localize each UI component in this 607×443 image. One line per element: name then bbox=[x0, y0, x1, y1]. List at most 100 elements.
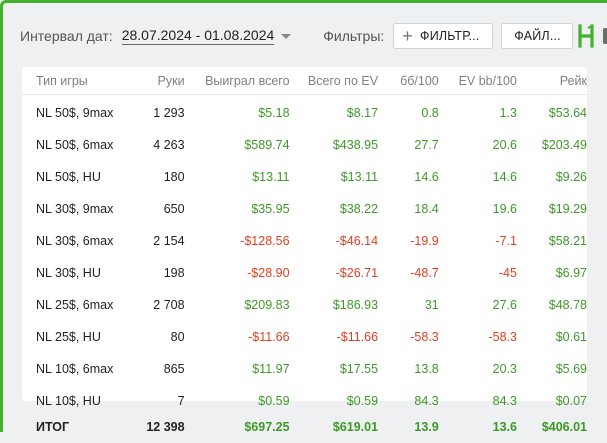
cell-game-type: NL 50$, 9max bbox=[22, 95, 131, 128]
file-button-label: ФАЙЛ... bbox=[514, 29, 561, 43]
cell-hands: 198 bbox=[131, 255, 185, 287]
cell-ev-bb100: 1.3 bbox=[439, 95, 517, 128]
filter-button[interactable]: + ФИЛЬТР... bbox=[393, 23, 493, 49]
cell-bb100: 0.8 bbox=[378, 95, 439, 128]
logo-h-icon[interactable] bbox=[577, 24, 595, 48]
cell-won-total: $589.74 bbox=[185, 127, 290, 159]
cell-rake: $6.97 bbox=[517, 255, 587, 287]
column-header-ev-bb100[interactable]: EV bb/100 bbox=[439, 67, 517, 95]
cell-ev-total: $8.17 bbox=[290, 95, 379, 128]
cell-bb100: 13.8 bbox=[378, 351, 439, 383]
cell-ev-bb100: 14.6 bbox=[439, 159, 517, 191]
plus-icon: + bbox=[402, 27, 413, 45]
cell-ev-bb100: 19.6 bbox=[439, 191, 517, 223]
filter-button-label: ФИЛЬТР... bbox=[420, 29, 479, 43]
cell-bb100: 14.6 bbox=[378, 159, 439, 191]
cell-won-total: -$28.90 bbox=[185, 255, 290, 287]
cell-won-total: $0.59 bbox=[185, 383, 290, 415]
cell-ev-bb100: 84.3 bbox=[439, 383, 517, 415]
cell-game-type: NL 30$, 6max bbox=[22, 223, 131, 255]
cell-ev-total: $619.01 bbox=[290, 415, 379, 443]
cell-ev-total: $17.55 bbox=[290, 351, 379, 383]
cell-hands: 2 154 bbox=[131, 223, 185, 255]
filters-label: Фильтры: bbox=[323, 28, 384, 44]
cell-hands: 180 bbox=[131, 159, 185, 191]
cell-ev-bb100: -58.3 bbox=[439, 319, 517, 351]
cell-ev-bb100: 20.3 bbox=[439, 351, 517, 383]
cell-game-type: NL 25$, HU bbox=[22, 319, 131, 351]
cell-hands: 12 398 bbox=[131, 415, 185, 443]
column-header-rake[interactable]: Рейк bbox=[517, 67, 587, 95]
column-header-won-total[interactable]: Выиграл всего bbox=[185, 67, 290, 95]
cell-game-type: NL 30$, 9max bbox=[22, 191, 131, 223]
cell-rake: $48.78 bbox=[517, 287, 587, 319]
date-interval-label: Интервал дат: bbox=[20, 28, 113, 44]
cell-game-type: NL 25$, 6max bbox=[22, 287, 131, 319]
results-table: Тип игры Руки Выиграл всего Всего по EV … bbox=[22, 67, 587, 443]
cell-won-total: -$128.56 bbox=[185, 223, 290, 255]
cell-ev-total: $13.11 bbox=[290, 159, 379, 191]
column-header-hands[interactable]: Руки bbox=[131, 67, 185, 95]
cell-rake: $0.61 bbox=[517, 319, 587, 351]
cell-bb100: 27.7 bbox=[378, 127, 439, 159]
cell-ev-total: -$46.14 bbox=[290, 223, 379, 255]
column-header-bb100[interactable]: бб/100 bbox=[378, 67, 439, 95]
cell-rake: $58.21 bbox=[517, 223, 587, 255]
cell-bb100: -58.3 bbox=[378, 319, 439, 351]
cell-hands: 4 263 bbox=[131, 127, 185, 159]
column-header-game-type[interactable]: Тип игры bbox=[22, 67, 131, 95]
cell-ev-total: -$26.71 bbox=[290, 255, 379, 287]
cell-game-type: NL 30$, HU bbox=[22, 255, 131, 287]
cell-rake: $5.69 bbox=[517, 351, 587, 383]
results-panel: Тип игры Руки Выиграл всего Всего по EV … bbox=[22, 67, 587, 401]
cell-game-type: NL 10$, HU bbox=[22, 383, 131, 415]
cell-won-total: $697.25 bbox=[185, 415, 290, 443]
cell-rake: $203.49 bbox=[517, 127, 587, 159]
cell-game-type: NL 10$, 6max bbox=[22, 351, 131, 383]
cell-rake: $19.29 bbox=[517, 191, 587, 223]
cell-bb100: 84.3 bbox=[378, 383, 439, 415]
chevron-down-icon[interactable] bbox=[281, 34, 291, 39]
cell-ev-bb100: -45 bbox=[439, 255, 517, 287]
cell-bb100: -19.9 bbox=[378, 223, 439, 255]
date-range-picker[interactable]: 28.07.2024 - 01.08.2024 bbox=[122, 27, 275, 45]
cell-bb100: -48.7 bbox=[378, 255, 439, 287]
cell-rake: $406.01 bbox=[517, 415, 587, 443]
cell-ev-bb100: 27.6 bbox=[439, 287, 517, 319]
cell-bb100: 31 bbox=[378, 287, 439, 319]
cell-won-total: -$11.66 bbox=[185, 319, 290, 351]
cell-hands: 80 bbox=[131, 319, 185, 351]
cell-won-total: $13.11 bbox=[185, 159, 290, 191]
column-header-ev-total[interactable]: Всего по EV bbox=[290, 67, 379, 95]
cell-rake: $0.07 bbox=[517, 383, 587, 415]
date-range-value: 28.07.2024 - 01.08.2024 bbox=[122, 27, 275, 43]
toolbar: Интервал дат: 28.07.2024 - 01.08.2024 Фи… bbox=[20, 22, 573, 50]
cell-ev-total: $438.95 bbox=[290, 127, 379, 159]
file-button[interactable]: ФАЙЛ... bbox=[501, 23, 573, 49]
cell-hands: 650 bbox=[131, 191, 185, 223]
cell-ev-total: -$11.66 bbox=[290, 319, 379, 351]
edge-scroll-handle[interactable] bbox=[603, 28, 607, 44]
cell-won-total: $11.97 bbox=[185, 351, 290, 383]
cell-ev-total: $0.59 bbox=[290, 383, 379, 415]
cell-game-type: NL 50$, 6max bbox=[22, 127, 131, 159]
cell-won-total: $5.18 bbox=[185, 95, 290, 128]
cell-hands: 865 bbox=[131, 351, 185, 383]
cell-hands: 7 bbox=[131, 383, 185, 415]
cell-ev-bb100: 20.6 bbox=[439, 127, 517, 159]
cell-won-total: $209.83 bbox=[185, 287, 290, 319]
cell-hands: 1 293 bbox=[131, 95, 185, 128]
cell-ev-total: $186.93 bbox=[290, 287, 379, 319]
